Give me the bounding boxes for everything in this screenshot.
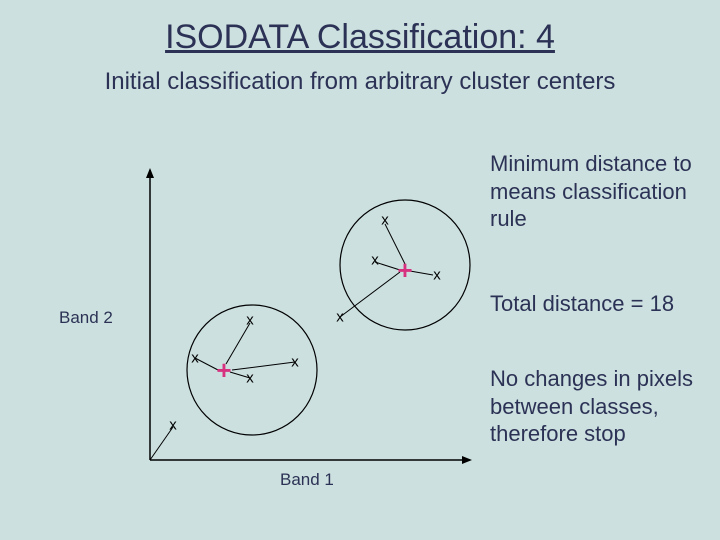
page-title: ISODATA Classification: 4: [0, 18, 720, 57]
cluster-center-plus: +: [397, 257, 412, 283]
data-point-x: x: [291, 355, 299, 370]
data-point-x: x: [336, 310, 344, 325]
data-point-x: x: [246, 371, 254, 386]
page-subtitle: Initial classification from arbitrary cl…: [0, 68, 720, 96]
slide: ISODATA Classification: 4 Initial classi…: [0, 0, 720, 540]
data-point-x: x: [371, 253, 379, 268]
data-point-x: x: [433, 268, 441, 283]
data-point-x: x: [246, 313, 254, 328]
text-rule: Minimum distance to means classification…: [490, 150, 700, 233]
cluster-center-plus: +: [216, 357, 231, 383]
text-stop: No changes in pixels between classes, th…: [490, 365, 700, 448]
text-total: Total distance = 18: [490, 290, 710, 318]
x-axis-label: Band 1: [280, 470, 334, 490]
scatter-diagram: Band 1 Band 2 xxxxxxxxx++: [130, 160, 490, 480]
data-point-x: x: [191, 351, 199, 366]
data-point-x: x: [381, 213, 389, 228]
diagram-svg: [130, 160, 490, 480]
y-axis-label: Band 2: [59, 308, 113, 328]
data-point-x: x: [169, 418, 177, 433]
